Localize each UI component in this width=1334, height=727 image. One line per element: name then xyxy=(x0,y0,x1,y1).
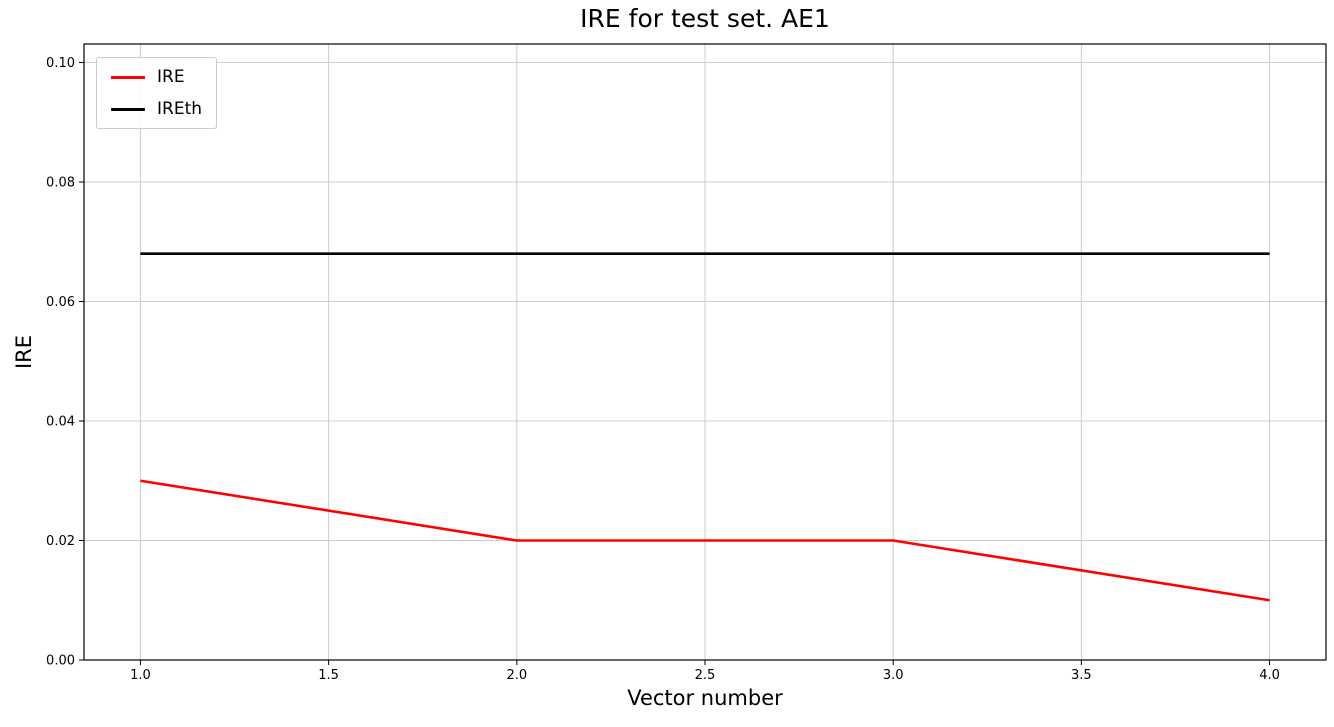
y-tick-label: 0.08 xyxy=(46,176,75,191)
y-tick-label: 0.02 xyxy=(46,534,75,549)
y-tick-label: 0.10 xyxy=(46,56,75,71)
x-axis-label: Vector number xyxy=(627,686,783,710)
y-tick-label: 0.04 xyxy=(46,415,75,430)
x-tick-label: 3.5 xyxy=(1071,668,1092,683)
y-tick-label: 0.06 xyxy=(46,295,75,310)
legend-swatch xyxy=(111,75,145,79)
series-line-ire xyxy=(140,479,1270,602)
y-tick-label: 0.00 xyxy=(46,654,75,669)
x-tick-label: 1.0 xyxy=(130,668,151,683)
legend-item: IRE xyxy=(111,67,202,87)
legend-swatch xyxy=(111,107,145,111)
legend-label: IRE xyxy=(157,67,185,87)
legend-item: IREth xyxy=(111,99,202,119)
y-axis-label: IRE xyxy=(12,334,36,370)
legend: IRE IREth xyxy=(96,57,218,129)
x-tick-label: 3.0 xyxy=(883,668,904,683)
x-tick-label: 2.0 xyxy=(506,668,527,683)
x-tick-label: 2.5 xyxy=(695,668,716,683)
x-tick-label: 4.0 xyxy=(1259,668,1280,683)
legend-label: IREth xyxy=(157,99,203,119)
chart-title: IRE for test set. AE1 xyxy=(580,4,830,33)
x-tick-label: 1.5 xyxy=(318,668,339,683)
